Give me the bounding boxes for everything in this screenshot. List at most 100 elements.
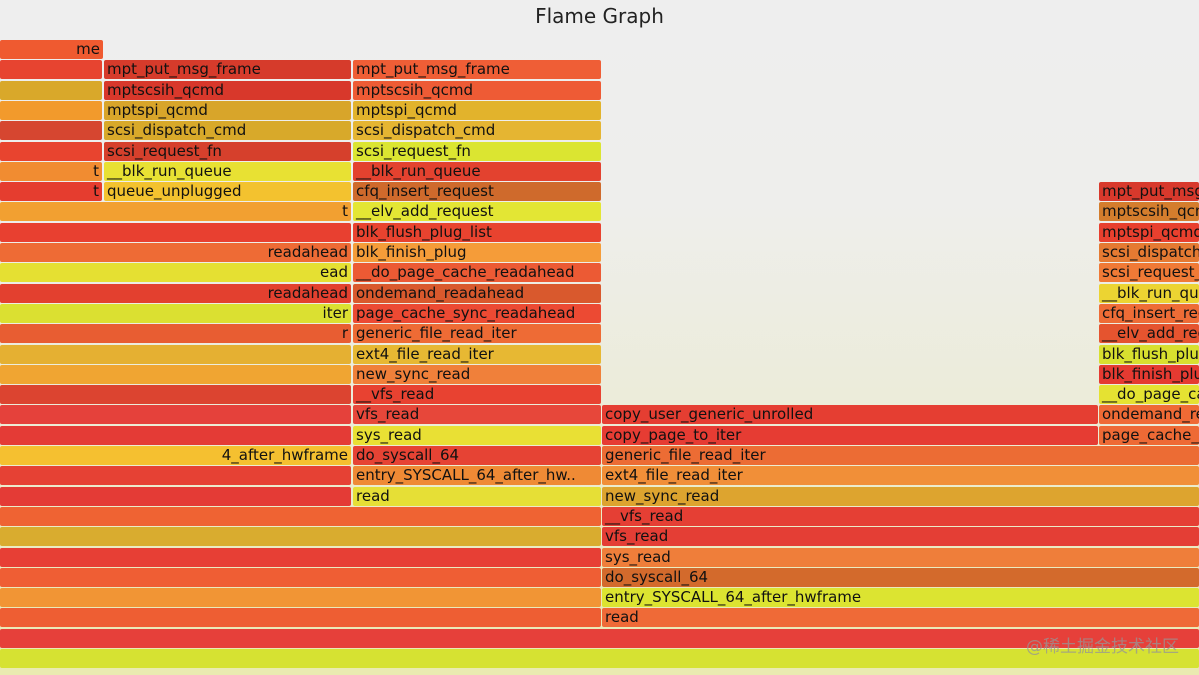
- frame-unlabeled[interactable]: [0, 142, 102, 161]
- frame-mptscsih-qcmd[interactable]: mptscsih_qcmd: [1099, 202, 1199, 221]
- frame-unlabeled[interactable]: [0, 548, 601, 567]
- frame-mptscsih-qcmd[interactable]: mptscsih_qcmd: [104, 81, 351, 100]
- frame-ext4-file-read-iter[interactable]: ext4_file_read_iter: [353, 345, 601, 364]
- frame-t[interactable]: t: [0, 182, 102, 201]
- frame-scsi-dispatch-cmd[interactable]: scsi_dispatch_cmd: [1099, 243, 1199, 262]
- frame-copy-page-to-iter[interactable]: copy_page_to_iter: [602, 426, 1098, 445]
- frame-blk-run-queue[interactable]: __blk_run_queue: [1099, 284, 1199, 303]
- frame-page-cache-sync-readahead[interactable]: page_cache_sync_readahead: [1099, 426, 1199, 445]
- frame-label: readahead: [267, 243, 348, 261]
- frame-label: mptscsih_qcmd: [1102, 202, 1199, 220]
- frame-unlabeled[interactable]: [0, 466, 351, 485]
- frame-generic-file-read-iter[interactable]: generic_file_read_iter: [353, 324, 601, 343]
- frame-new-sync-read[interactable]: new_sync_read: [602, 487, 1199, 506]
- frame-sys-read[interactable]: sys_read: [353, 426, 601, 445]
- frame-ext4-file-read-iter[interactable]: ext4_file_read_iter: [602, 466, 1199, 485]
- frame-label: __do_page_cache_readahead: [1102, 385, 1199, 403]
- frame-unlabeled[interactable]: [0, 608, 601, 627]
- frame-unlabeled[interactable]: [0, 365, 351, 384]
- frame-scsi-request-fn[interactable]: scsi_request_fn: [353, 142, 601, 161]
- frame-mptspi-qcmd[interactable]: mptspi_qcmd: [1099, 223, 1199, 242]
- frame-label: scsi_request_fn: [356, 142, 471, 160]
- frame-label: queue_unplugged: [107, 182, 242, 200]
- frame-unlabeled[interactable]: [0, 81, 102, 100]
- frame-blk-finish-plug[interactable]: blk_finish_plug: [1099, 365, 1199, 384]
- frame-vfs-read[interactable]: vfs_read: [602, 527, 1199, 546]
- frame-cfq-insert-request[interactable]: cfq_insert_request: [1099, 304, 1199, 323]
- frame-r[interactable]: r: [0, 324, 351, 343]
- frame-mpt-put-msg-frame[interactable]: mpt_put_msg_frame: [353, 60, 601, 79]
- frame-4-after-hwframe[interactable]: 4_after_hwframe: [0, 446, 351, 465]
- frame-entry-syscall-64-after-hw[interactable]: entry_SYSCALL_64_after_hw..: [353, 466, 601, 485]
- frame-sys-read[interactable]: sys_read: [602, 548, 1199, 567]
- frame-unlabeled[interactable]: [0, 527, 601, 546]
- frame-label: blk_flush_plug_list: [356, 223, 492, 241]
- frame-mptspi-qcmd[interactable]: mptspi_qcmd: [104, 101, 351, 120]
- frame-unlabeled[interactable]: [0, 487, 351, 506]
- frame-vfs-read[interactable]: __vfs_read: [353, 385, 601, 404]
- frame-unlabeled[interactable]: [0, 629, 1199, 648]
- frame-unlabeled[interactable]: [0, 649, 1199, 668]
- frame-read[interactable]: read: [602, 608, 1199, 627]
- frame-vfs-read[interactable]: __vfs_read: [602, 507, 1199, 526]
- frame-label: iter: [322, 304, 348, 322]
- frame-generic-file-read-iter[interactable]: generic_file_read_iter: [602, 446, 1199, 465]
- frame-scsi-dispatch-cmd[interactable]: scsi_dispatch_cmd: [104, 121, 351, 140]
- frame-do-syscall-64[interactable]: do_syscall_64: [353, 446, 601, 465]
- frame-unlabeled[interactable]: [0, 223, 351, 242]
- frame-blk-run-queue[interactable]: __blk_run_queue: [104, 162, 351, 181]
- frame-elv-add-request[interactable]: __elv_add_request: [353, 202, 601, 221]
- flame-graph-title: Flame Graph: [535, 4, 664, 28]
- frame-elv-add-request[interactable]: __elv_add_request: [1099, 324, 1199, 343]
- frame-blk-run-queue[interactable]: __blk_run_queue: [353, 162, 601, 181]
- frame-t[interactable]: t: [0, 162, 102, 181]
- frame-unlabeled[interactable]: [0, 345, 351, 364]
- frame-scsi-request-fn[interactable]: scsi_request_fn: [104, 142, 351, 161]
- frame-t[interactable]: t: [0, 202, 351, 221]
- frame-unlabeled[interactable]: [0, 385, 351, 404]
- frame-me[interactable]: me: [0, 40, 103, 59]
- frame-readahead[interactable]: readahead: [0, 284, 351, 303]
- frame-unlabeled[interactable]: [0, 405, 351, 424]
- frame-mpt-put-msg-frame[interactable]: mpt_put_msg_frame: [104, 60, 351, 79]
- frame-read[interactable]: read: [353, 487, 601, 506]
- frame-label: new_sync_read: [356, 365, 471, 383]
- frame-blk-flush-plug-list[interactable]: blk_flush_plug_list: [1099, 345, 1199, 364]
- frame-do-page-cache-readahead[interactable]: __do_page_cache_readahead: [353, 263, 601, 282]
- frame-ondemand-readahead[interactable]: ondemand_readahead: [1099, 405, 1199, 424]
- frame-mptspi-qcmd[interactable]: mptspi_qcmd: [353, 101, 601, 120]
- frame-unlabeled[interactable]: [0, 60, 102, 79]
- frame-label: generic_file_read_iter: [356, 324, 517, 342]
- frame-iter[interactable]: iter: [0, 304, 351, 323]
- frame-entry-syscall-64-after-hwframe[interactable]: entry_SYSCALL_64_after_hwframe: [602, 588, 1199, 607]
- frame-scsi-request-fn[interactable]: scsi_request_fn: [1099, 263, 1199, 282]
- frame-ondemand-readahead[interactable]: ondemand_readahead: [353, 284, 601, 303]
- frame-unlabeled[interactable]: [0, 426, 351, 445]
- frame-copy-user-generic-unrolled[interactable]: copy_user_generic_unrolled: [602, 405, 1098, 424]
- frame-unlabeled[interactable]: [0, 588, 601, 607]
- frame-label: readahead: [267, 284, 348, 302]
- frame-blk-finish-plug[interactable]: blk_finish_plug: [353, 243, 601, 262]
- frame-label: cfq_insert_request: [1102, 304, 1199, 322]
- frame-ead[interactable]: ead: [0, 263, 351, 282]
- frame-page-cache-sync-readahead[interactable]: page_cache_sync_readahead: [353, 304, 601, 323]
- frame-do-syscall-64[interactable]: do_syscall_64: [602, 568, 1199, 587]
- frame-new-sync-read[interactable]: new_sync_read: [353, 365, 601, 384]
- frame-unlabeled[interactable]: [0, 101, 102, 120]
- frame-unlabeled[interactable]: [0, 121, 102, 140]
- frame-unlabeled[interactable]: [0, 507, 601, 526]
- frame-label: t: [93, 162, 99, 180]
- frame-unlabeled[interactable]: [0, 568, 601, 587]
- frame-blk-flush-plug-list[interactable]: blk_flush_plug_list: [353, 223, 601, 242]
- frame-vfs-read[interactable]: vfs_read: [353, 405, 601, 424]
- frame-scsi-dispatch-cmd[interactable]: scsi_dispatch_cmd: [353, 121, 601, 140]
- frame-cfq-insert-request[interactable]: cfq_insert_request: [353, 182, 601, 201]
- frame-mpt-put-msg-frame[interactable]: mpt_put_msg_frame: [1099, 182, 1199, 201]
- frame-label: __vfs_read: [356, 385, 435, 403]
- frame-do-page-cache-readahead[interactable]: __do_page_cache_readahead: [1099, 385, 1199, 404]
- frame-readahead[interactable]: readahead: [0, 243, 351, 262]
- frame-queue-unplugged[interactable]: queue_unplugged: [104, 182, 351, 201]
- frame-label: ext4_file_read_iter: [356, 345, 494, 363]
- frame-mptscsih-qcmd[interactable]: mptscsih_qcmd: [353, 81, 601, 100]
